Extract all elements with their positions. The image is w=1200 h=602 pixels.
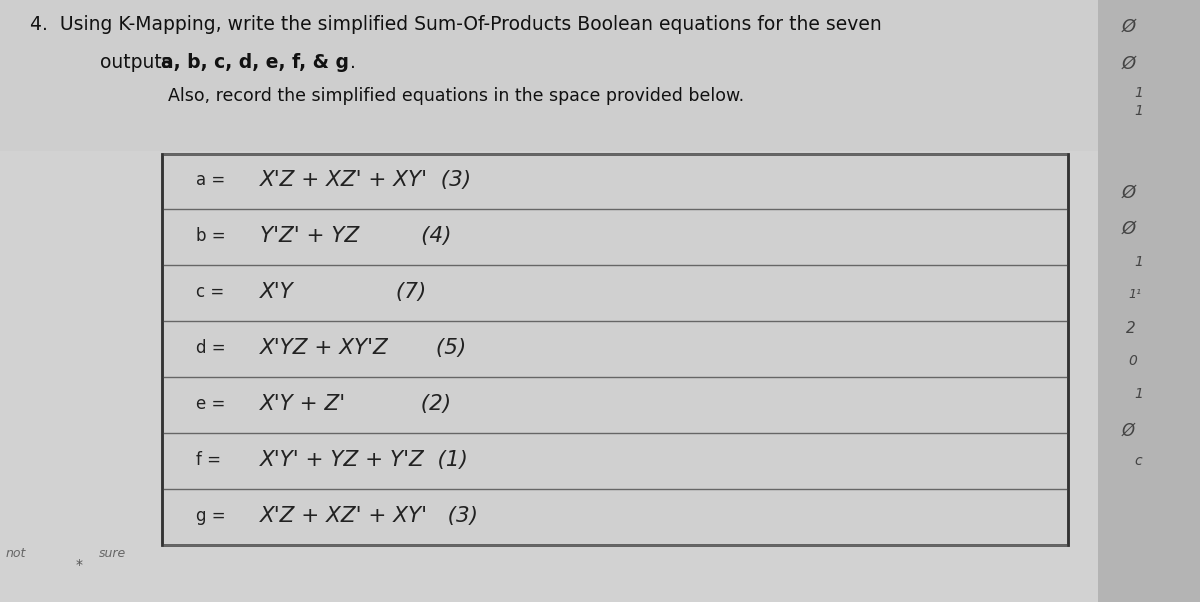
Text: c: c <box>1134 453 1141 468</box>
Text: 4.  Using K-Mapping, write the simplified Sum-Of-Products Boolean equations for : 4. Using K-Mapping, write the simplified… <box>30 15 882 34</box>
FancyBboxPatch shape <box>0 0 1098 602</box>
FancyBboxPatch shape <box>162 154 1068 545</box>
Text: 1: 1 <box>1134 86 1142 101</box>
Text: 2: 2 <box>1126 321 1135 335</box>
Text: e =: e = <box>196 395 224 412</box>
Text: X'Y + Z'           (2): X'Y + Z' (2) <box>260 394 452 414</box>
Text: a =: a = <box>196 171 224 188</box>
Text: not: not <box>6 547 26 560</box>
Text: X'Y               (7): X'Y (7) <box>260 282 427 302</box>
Text: Ø: Ø <box>1122 220 1136 238</box>
Text: 0: 0 <box>1128 354 1136 368</box>
Text: g =: g = <box>196 507 226 524</box>
Text: Ø: Ø <box>1122 184 1136 202</box>
Text: X'Z + XZ' + XY'  (3): X'Z + XZ' + XY' (3) <box>260 170 473 190</box>
Text: 1¹: 1¹ <box>1128 288 1141 302</box>
Text: d =: d = <box>196 339 226 356</box>
Text: *: * <box>76 558 83 572</box>
FancyBboxPatch shape <box>1098 0 1200 602</box>
Text: b =: b = <box>196 227 226 244</box>
Text: c =: c = <box>196 283 224 300</box>
Text: Y'Z' + YZ         (4): Y'Z' + YZ (4) <box>260 226 452 246</box>
FancyBboxPatch shape <box>0 0 1098 150</box>
Text: f =: f = <box>196 451 221 468</box>
Text: 1: 1 <box>1134 387 1142 402</box>
Text: X'Z + XZ' + XY'   (3): X'Z + XZ' + XY' (3) <box>260 506 480 526</box>
Text: Ø: Ø <box>1122 421 1135 439</box>
Text: Ø: Ø <box>1122 54 1136 72</box>
Text: outputs: outputs <box>70 53 178 72</box>
Text: Ø: Ø <box>1122 18 1136 36</box>
Text: X'YZ + XY'Z       (5): X'YZ + XY'Z (5) <box>260 338 468 358</box>
Text: Also, record the simplified equations in the space provided below.: Also, record the simplified equations in… <box>168 87 744 105</box>
Text: .: . <box>350 53 356 72</box>
Text: 1: 1 <box>1134 104 1142 119</box>
Text: 1: 1 <box>1134 255 1142 269</box>
Text: a, b, c, d, e, f, & g: a, b, c, d, e, f, & g <box>161 53 349 72</box>
Text: sure: sure <box>98 547 126 560</box>
Text: X'Y' + YZ + Y'Z  (1): X'Y' + YZ + Y'Z (1) <box>260 450 469 470</box>
